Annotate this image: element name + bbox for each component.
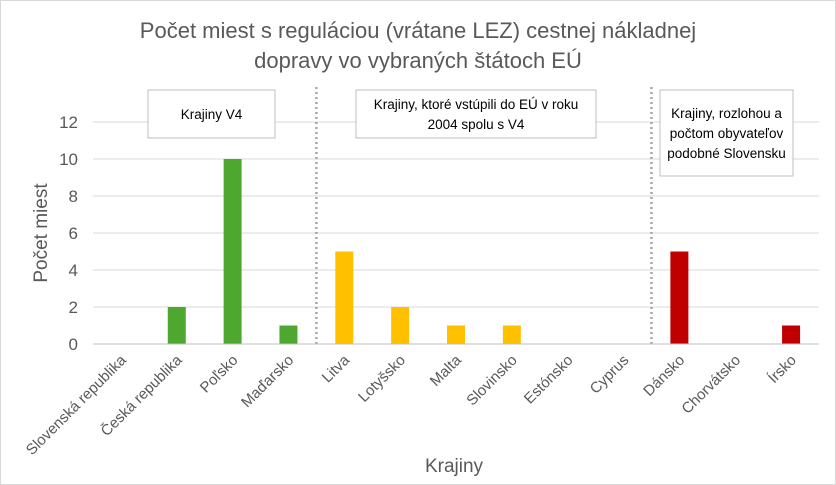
y-tick-label: 10 [59, 150, 78, 169]
x-tick-label: Estónsko [521, 352, 577, 408]
y-axis-ticks: 0 2 4 6 8 10 12 [59, 113, 78, 354]
x-tick-label: Poľsko [197, 352, 242, 397]
x-tick-label: Slovenská republika [23, 351, 130, 458]
group-label-box-frame [355, 89, 597, 139]
y-tick-label: 0 [69, 335, 78, 354]
bar [279, 325, 298, 344]
group-label-text: Krajiny, ktoré vstúpili do EÚ v roku [374, 97, 579, 112]
x-tick-label: Dánsko [640, 352, 688, 400]
x-axis-title: Krajiny [425, 456, 484, 477]
group-label-text: podobné Slovensku [667, 146, 786, 161]
group-label-box-frame [659, 89, 794, 177]
bar [391, 307, 410, 344]
bar [223, 159, 242, 344]
bar [335, 251, 354, 344]
group-label-box-frame [147, 89, 276, 139]
x-tick-label: Malta [427, 351, 465, 389]
bar [447, 325, 465, 344]
group-label-box: Krajiny V4 [147, 89, 276, 139]
group-label-box: Krajiny, rozlohou a počtom obyvateľov podo… [659, 89, 794, 177]
y-tick-label: 6 [69, 224, 78, 243]
x-tick-label: Írsko [765, 352, 800, 387]
x-tick-label: Chorvátsko [678, 352, 744, 418]
bar [167, 307, 186, 344]
group-label-text: Krajiny, rozlohou a [671, 106, 782, 121]
x-tick-label: Litva [319, 351, 354, 386]
x-tick-label: Cyprus [587, 352, 633, 398]
chart-title-line: dopravy vo vybraných štátoch EÚ [254, 48, 582, 73]
group-label-box: Krajiny, ktoré vstúpili do EÚ v roku 2004… [355, 89, 597, 139]
y-tick-label: 12 [59, 113, 78, 132]
bar [502, 325, 521, 344]
y-tick-label: 2 [69, 298, 78, 317]
chart-title-line: Počet miest s reguláciou (vrátane LEZ) c… [140, 18, 696, 43]
bars [167, 159, 801, 344]
group-label-text: 2004 spolu s V4 [428, 117, 525, 132]
x-tick-label: Maďarsko [238, 352, 297, 411]
y-axis-title: Počet miest [31, 183, 52, 283]
chart-title: Počet miest s reguláciou (vrátane LEZ) c… [140, 18, 696, 73]
group-label-text: počtom obyvateľov [670, 126, 784, 141]
group-label-boxes: Krajiny V4 Krajiny, ktoré vstúpili do EÚ … [147, 89, 794, 177]
x-tick-label: Slovinsko [463, 352, 520, 409]
bar [670, 251, 689, 344]
y-tick-label: 8 [69, 187, 78, 206]
bar [782, 325, 801, 344]
y-tick-label: 4 [69, 261, 78, 280]
group-label-text: Krajiny V4 [181, 107, 243, 122]
x-tick-label: Lotyšsko [355, 352, 409, 406]
